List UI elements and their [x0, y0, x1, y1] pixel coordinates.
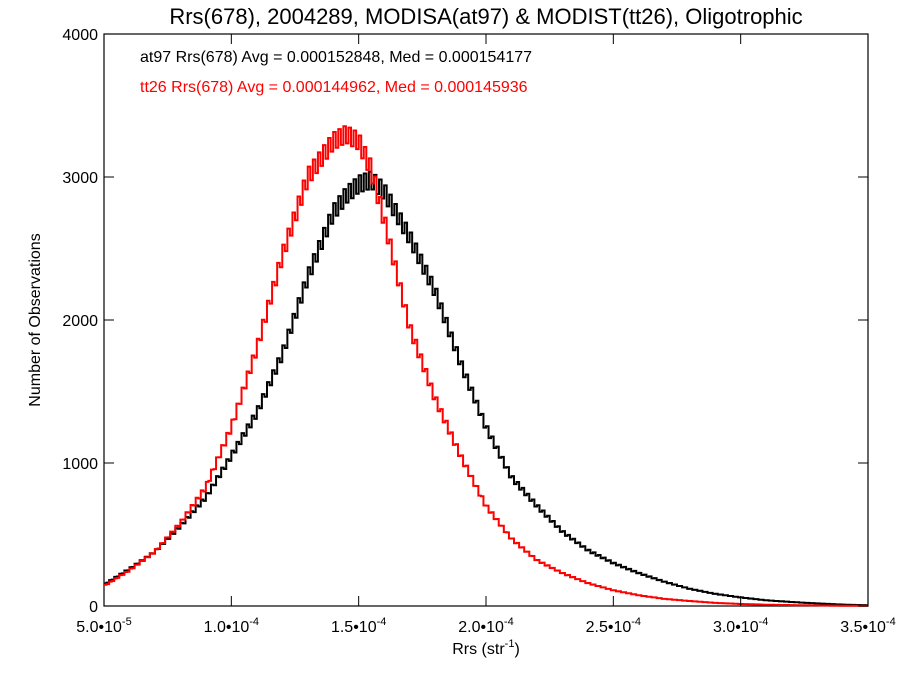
x-tick-label-exponent: -4 [886, 616, 896, 628]
y-tick-label: 1000 [62, 456, 98, 473]
x-axis-label-tail: ) [514, 641, 519, 658]
legend-tt26: tt26 Rrs(678) Avg = 0.000144962, Med = 0… [140, 79, 528, 96]
y-tick-label: 4000 [62, 27, 98, 44]
x-tick-label-exponent: -4 [249, 616, 259, 628]
x-tick-label-mantissa: 1.0•10 [204, 619, 250, 636]
x-tick-label-exponent: -4 [759, 616, 769, 628]
tick-layer: 5.0•10-5 1.0•10-4 1.5•10-4 2.0•10-4 2.5•10-4… [62, 27, 895, 636]
x-tick-label-exponent: -4 [631, 616, 641, 628]
x-tick-label-mantissa: 2.5•10 [586, 619, 632, 636]
x-tick-label-exponent: -4 [504, 616, 514, 628]
x-tick-label: 1.5•10-4 [331, 616, 386, 636]
x-tick-label: 5.0•10-5 [76, 616, 131, 636]
y-tick-label: 3000 [62, 170, 98, 187]
x-tick-label-mantissa: 3.0•10 [713, 619, 759, 636]
x-tick-label-exponent: -5 [122, 616, 132, 628]
chart-title: Rrs(678), 2004289, MODISA(at97) & MODIST… [169, 4, 802, 29]
x-tick-label: 2.5•10-4 [586, 616, 641, 636]
series-layer [104, 125, 868, 607]
y-axis-label: Number of Observations [27, 233, 44, 406]
x-tick-label: 2.0•10-4 [458, 616, 513, 636]
plot-frame [103, 33, 869, 607]
x-tick-label: 3.0•10-4 [713, 616, 768, 636]
x-tick-label: 3.5•10-4 [840, 616, 895, 636]
x-tick-label-mantissa: 1.5•10 [331, 619, 377, 636]
series-0-line [104, 170, 868, 607]
x-axis-label-sup: -1 [505, 638, 515, 650]
y-tick-label: 2000 [62, 313, 98, 330]
x-axis-label-main: Rrs (str [452, 641, 505, 658]
x-tick-label-mantissa: 5.0•10 [76, 619, 122, 636]
x-tick-label-exponent: -4 [377, 616, 387, 628]
x-tick-label-mantissa: 2.0•10 [458, 619, 504, 636]
x-tick-label: 1.0•10-4 [204, 616, 259, 636]
series-1-line [104, 125, 868, 607]
y-tick-label: 0 [89, 599, 98, 616]
x-tick-label-mantissa: 3.5•10 [840, 619, 886, 636]
legend-at97: at97 Rrs(678) Avg = 0.000152848, Med = 0… [140, 49, 532, 66]
x-axis-label: Rrs (str-1) [452, 638, 520, 658]
